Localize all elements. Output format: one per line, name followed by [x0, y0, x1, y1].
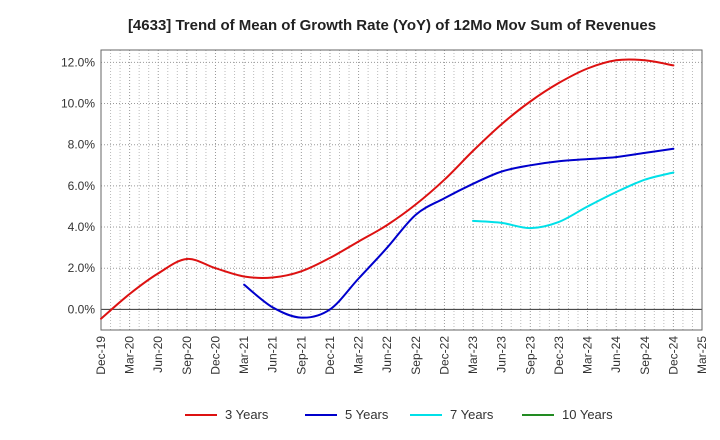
x-tick-label: Jun-23 [495, 336, 509, 373]
plot-border [100, 49, 703, 331]
x-tick-label: Sep-22 [409, 336, 423, 375]
x-tick-label: Jun-21 [266, 336, 280, 373]
x-tick-label: Jun-22 [380, 336, 394, 373]
legend-label: 3 Years [225, 407, 269, 422]
y-tick-label: 6.0% [68, 179, 96, 193]
chart-title: [4633] Trend of Mean of Growth Rate (YoY… [128, 17, 656, 34]
x-tick-label: Mar-22 [352, 336, 366, 374]
x-tick-label: Mar-24 [581, 336, 595, 374]
plot-background [101, 50, 702, 330]
x-tick-label: Dec-24 [666, 336, 680, 375]
x-tick-label: Dec-21 [323, 336, 337, 375]
legend: 3 Years 5 Years 7 Years 10 Years [185, 407, 613, 422]
x-tick-label: Sep-23 [523, 336, 537, 375]
x-tick-label: Mar-20 [123, 336, 137, 374]
legend-label: 10 Years [562, 407, 613, 422]
x-tick-label: Mar-25 [695, 336, 709, 374]
x-tick-label: Sep-20 [180, 336, 194, 375]
y-tick-label: 0.0% [68, 302, 96, 316]
x-tick-label: Jun-24 [609, 336, 623, 373]
x-tick-label: Mar-21 [237, 336, 251, 374]
x-tick-label: Dec-22 [437, 336, 451, 375]
y-tick-label: 4.0% [68, 220, 96, 234]
y-tick-label: 10.0% [61, 97, 95, 111]
y-tick-label: 12.0% [61, 55, 95, 69]
x-tick-label: Dec-19 [94, 336, 108, 375]
plot-area: 0.0% 2.0% 4.0% 6.0% 8.0% 10.0% 12.0% Dec-19 Mar-… [61, 49, 709, 375]
x-tick-label: Sep-21 [294, 336, 308, 375]
x-tick-label: Dec-20 [208, 336, 222, 375]
x-tick-label: Mar-23 [466, 336, 480, 374]
legend-label: 7 Years [450, 407, 494, 422]
series-line-7-years [472, 171, 675, 230]
y-tick-label: 2.0% [68, 261, 96, 275]
x-tick-label: Dec-23 [552, 336, 566, 375]
series-line-5-years [243, 147, 675, 319]
y-tick-label: 8.0% [68, 138, 96, 152]
x-tick-label: Jun-20 [151, 336, 165, 373]
series-line-3-years [100, 58, 675, 320]
x-tick-label: Sep-24 [638, 336, 652, 375]
legend-label: 5 Years [345, 407, 389, 422]
